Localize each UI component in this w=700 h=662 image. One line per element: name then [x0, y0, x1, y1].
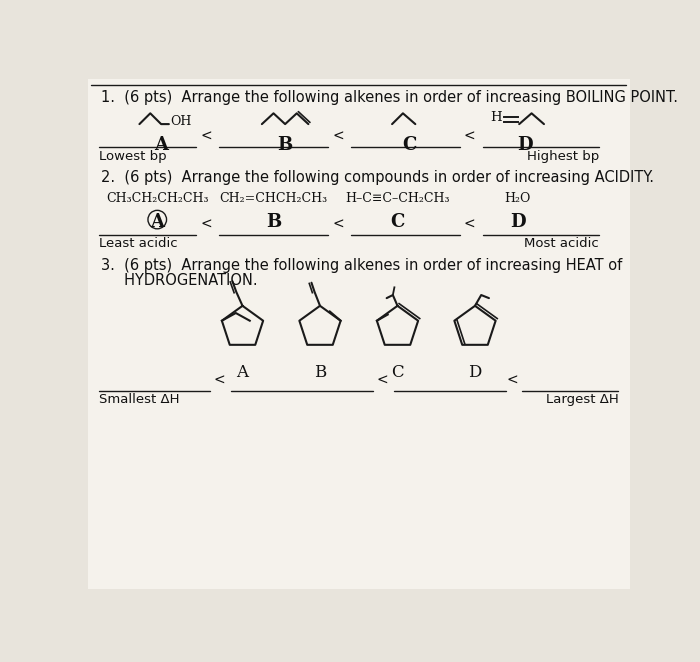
Text: <: <: [332, 218, 344, 232]
Text: H₂O: H₂O: [505, 192, 531, 205]
Text: A: A: [154, 136, 168, 154]
Text: <: <: [332, 130, 344, 144]
Text: <: <: [464, 218, 475, 232]
Text: C: C: [391, 213, 405, 232]
Text: <: <: [200, 218, 212, 232]
Text: H: H: [491, 111, 502, 124]
Text: <: <: [376, 373, 388, 387]
Text: Lowest bp: Lowest bp: [99, 150, 167, 162]
Text: 1.  (6 pts)  Arrange the following alkenes in order of increasing BOILING POINT.: 1. (6 pts) Arrange the following alkenes…: [102, 90, 678, 105]
Text: Most acidic: Most acidic: [524, 237, 599, 250]
Text: D: D: [510, 213, 526, 232]
Text: HYDROGENATION.: HYDROGENATION.: [102, 273, 258, 289]
Text: <: <: [200, 130, 212, 144]
Text: <: <: [464, 130, 475, 144]
Text: 3.  (6 pts)  Arrange the following alkenes in order of increasing HEAT of: 3. (6 pts) Arrange the following alkenes…: [102, 258, 623, 273]
Text: OH: OH: [170, 115, 192, 128]
Text: CH₃CH₂CH₂CH₃: CH₃CH₂CH₂CH₃: [106, 192, 209, 205]
Text: Highest bp: Highest bp: [526, 150, 599, 162]
Text: Largest ΔH: Largest ΔH: [545, 393, 618, 406]
Text: 2.  (6 pts)  Arrange the following compounds in order of increasing ACIDITY.: 2. (6 pts) Arrange the following compoun…: [102, 169, 654, 185]
Text: CH₂=CHCH₂CH₃: CH₂=CHCH₂CH₃: [219, 192, 328, 205]
Text: D: D: [468, 364, 482, 381]
Text: <: <: [214, 373, 225, 387]
Text: <: <: [506, 373, 518, 387]
Text: C: C: [402, 136, 416, 154]
Text: A: A: [150, 213, 164, 232]
Text: Smallest ΔH: Smallest ΔH: [99, 393, 180, 406]
Text: B: B: [277, 136, 293, 154]
Text: D: D: [517, 136, 533, 154]
Text: H–C≡C–CH₂CH₃: H–C≡C–CH₂CH₃: [345, 192, 449, 205]
Text: C: C: [391, 364, 404, 381]
Text: B: B: [266, 213, 281, 232]
Text: B: B: [314, 364, 326, 381]
Text: A: A: [237, 364, 248, 381]
Text: Least acidic: Least acidic: [99, 237, 178, 250]
